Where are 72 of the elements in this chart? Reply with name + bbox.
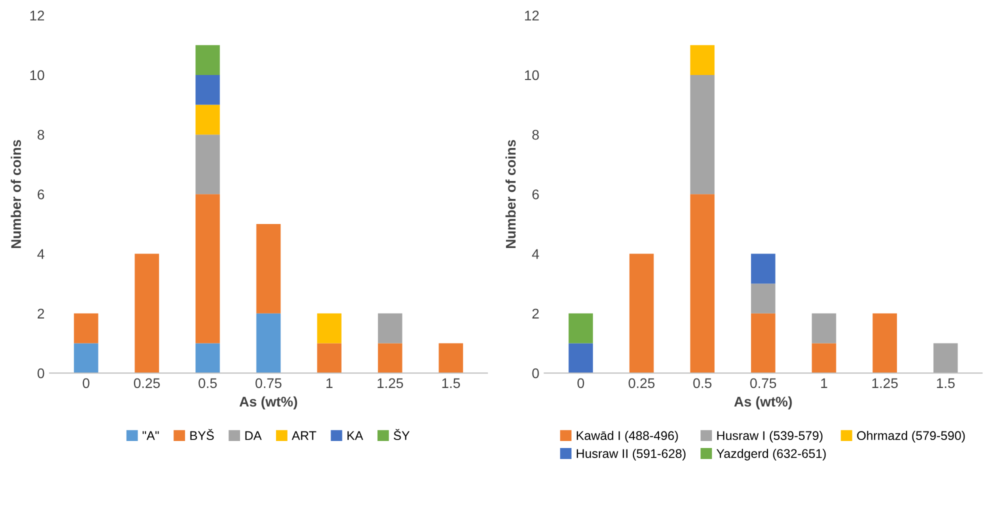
- bar: [74, 343, 98, 374]
- bar: [74, 313, 98, 344]
- x-tick-label: 0.75: [750, 378, 776, 388]
- y-tick-label: 12: [30, 10, 44, 20]
- legend-label: ART: [292, 431, 316, 440]
- legend-label: Husraw I (539-579): [717, 430, 822, 442]
- bar: [317, 343, 342, 374]
- bar: [196, 45, 220, 75]
- bar: [812, 343, 836, 374]
- x-tick-label: 0.75: [256, 378, 282, 388]
- bar: [196, 74, 220, 105]
- x-tick-label: 1.25: [378, 378, 404, 388]
- bar: [568, 343, 593, 374]
- legend-label: Husraw II (591-628): [576, 448, 686, 460]
- x-tick-label: 1.25: [872, 378, 898, 388]
- bar: [690, 194, 715, 374]
- bar: [629, 254, 654, 374]
- y-tick-label: 8: [38, 130, 44, 140]
- bar: [933, 343, 958, 374]
- x-axis-title: As (wt%): [734, 396, 792, 410]
- y-tick-label: 10: [30, 70, 44, 80]
- bar: [256, 224, 281, 314]
- x-tick-label: 0.25: [134, 378, 160, 388]
- y-tick-label: 6: [532, 190, 539, 200]
- y-axis-title: Number of coins: [505, 140, 516, 248]
- bar: [196, 134, 220, 194]
- x-tick-label: 0.5: [198, 378, 217, 388]
- x-tick-label: 1: [821, 378, 828, 388]
- y-tick-label: 6: [38, 190, 44, 200]
- x-tick-label: 1.5: [442, 378, 460, 388]
- bar: [317, 313, 342, 344]
- bar: [196, 343, 220, 374]
- legend-label: Yazdgerd (632-651): [716, 448, 826, 460]
- y-tick-label: 0: [38, 368, 44, 378]
- legend-label: Ohrmazd (579-590): [857, 430, 965, 442]
- bar: [438, 343, 464, 374]
- bar: [872, 313, 897, 374]
- bar: [568, 313, 593, 344]
- y-tick-label: 2: [38, 308, 44, 318]
- y-tick-label: 4: [532, 249, 540, 259]
- y-tick-label: 12: [525, 10, 539, 20]
- x-tick-label: 0: [577, 378, 584, 388]
- bar: [134, 254, 160, 374]
- bar: [751, 254, 776, 284]
- bar: [690, 45, 715, 75]
- legend-label: DA: [245, 431, 262, 440]
- x-tick-label: 1.5: [937, 378, 955, 388]
- x-tick-label: 0.5: [693, 378, 712, 388]
- x-axis-title: As (wt%): [240, 396, 298, 410]
- bar: [196, 194, 220, 344]
- legend-label: BYŠ: [190, 428, 214, 440]
- bar: [690, 74, 715, 194]
- bar: [378, 343, 402, 374]
- bar: [378, 313, 402, 344]
- bar: [256, 313, 281, 374]
- y-tick-label: 4: [37, 249, 44, 259]
- bar: [196, 104, 220, 135]
- y-tick-label: 8: [532, 130, 539, 140]
- bar: [751, 313, 776, 374]
- y-tick-label: 10: [525, 70, 539, 80]
- bar: [751, 284, 776, 314]
- x-tick-label: 0: [82, 378, 90, 388]
- bar: [812, 313, 836, 344]
- legend-label: ŠY: [394, 428, 410, 440]
- y-tick-label: 0: [532, 368, 539, 378]
- x-tick-label: 1: [326, 378, 332, 388]
- legend-label: KA: [348, 431, 364, 440]
- y-tick-label: 2: [532, 308, 539, 318]
- x-tick-label: 0.25: [628, 378, 655, 388]
- legend-label: "A": [142, 431, 159, 440]
- y-axis-title: Number of coins: [10, 140, 21, 248]
- legend-label: Kawād I (488-496): [576, 430, 678, 442]
